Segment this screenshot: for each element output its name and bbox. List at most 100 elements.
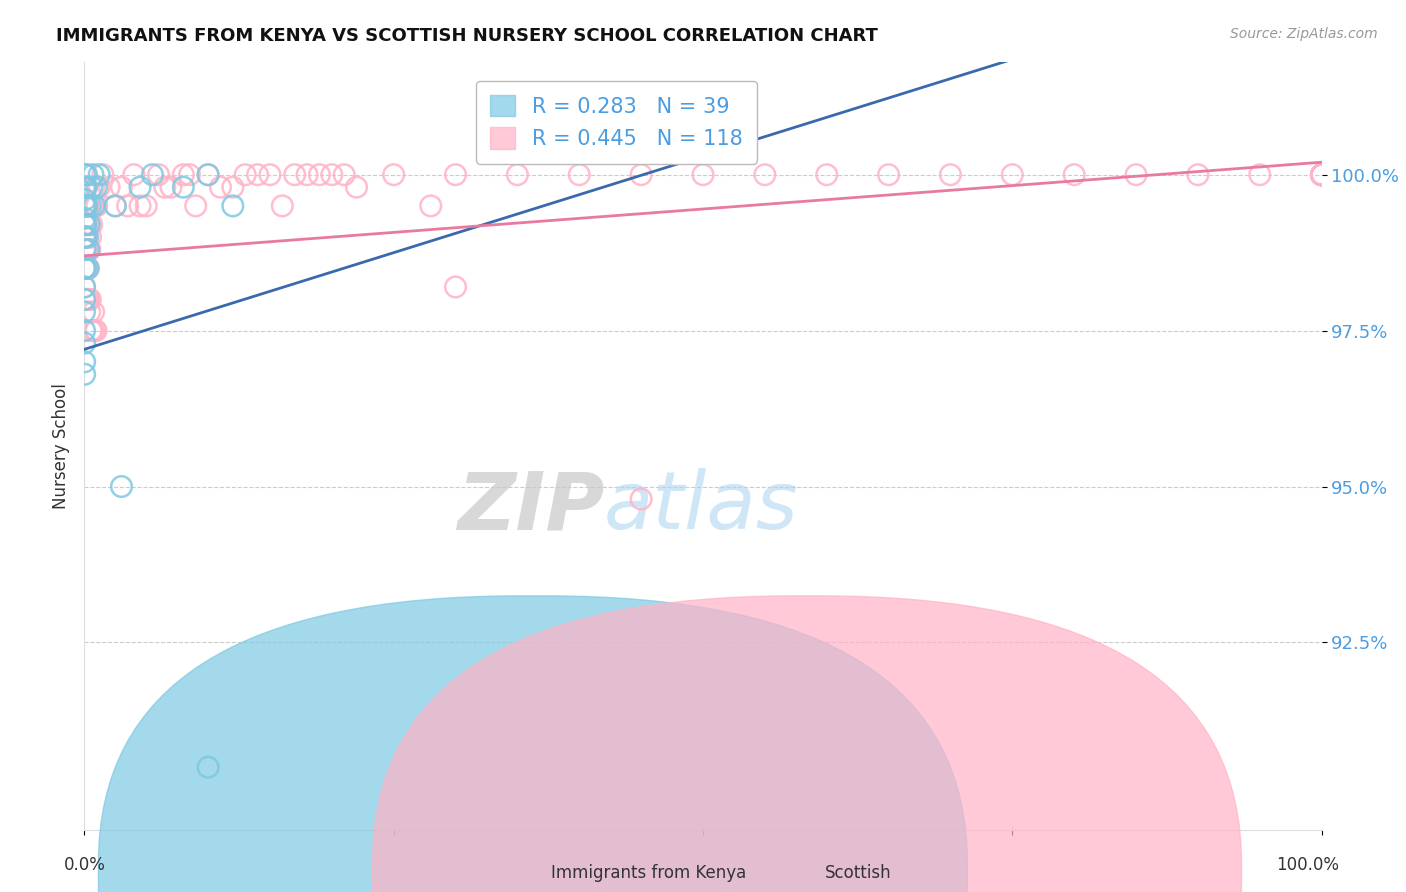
Point [73,261,96,276]
Point [89,168,111,182]
Point [73,261,96,276]
Point [73,324,96,338]
Point [73,243,96,257]
Point [148,168,170,182]
Point [630,168,652,182]
Point [222,199,245,213]
Point [75,293,97,307]
Point [184,199,207,213]
Point [1310,168,1333,182]
Point [73,368,96,382]
Point [75,243,97,257]
Point [222,180,245,194]
Point [73,199,96,213]
Point [75,261,97,276]
Point [1310,168,1333,182]
Point [295,168,318,182]
Point [82,199,104,213]
Point [75,261,97,276]
Point [382,168,405,182]
Text: 100.0%: 100.0% [1277,855,1339,873]
Legend: R = 0.283   N = 39, R = 0.445   N = 118: R = 0.283 N = 39, R = 0.445 N = 118 [475,80,758,163]
Point [80,180,103,194]
Point [172,180,194,194]
Point [172,168,194,182]
Point [73,261,96,276]
Text: Source: ZipAtlas.com: Source: ZipAtlas.com [1230,27,1378,41]
Point [815,168,838,182]
Point [76,199,98,213]
Point [117,199,139,213]
Point [939,168,962,182]
Y-axis label: Nursery School: Nursery School [52,383,70,509]
Point [1187,168,1209,182]
Point [76,180,98,194]
Point [75,199,97,213]
Point [75,261,97,276]
Point [89,180,111,194]
Point [73,199,96,213]
Point [76,261,98,276]
Point [73,293,96,307]
Point [76,199,98,213]
Point [91,168,114,182]
Point [179,168,201,182]
Point [754,168,776,182]
Point [75,199,97,213]
Point [197,168,219,182]
Point [86,180,108,194]
Point [73,305,96,319]
Point [77,218,100,232]
Point [153,180,176,194]
Point [73,211,96,226]
Point [129,180,152,194]
Point [75,218,97,232]
Point [630,491,652,506]
Text: Immigrants from Kenya: Immigrants from Kenya [551,864,747,882]
Point [1310,168,1333,182]
Point [79,293,101,307]
Point [82,324,104,338]
Point [76,230,98,244]
Point [197,760,219,774]
Point [79,199,101,213]
Point [321,168,343,182]
Point [129,199,152,213]
Point [75,199,97,213]
Point [73,336,96,351]
Point [84,324,107,338]
Point [80,218,103,232]
Point [73,280,96,294]
Point [83,199,105,213]
Point [284,168,307,182]
Point [79,305,101,319]
Point [75,193,97,207]
Point [86,199,108,213]
Point [75,199,97,213]
Point [444,280,467,294]
Point [73,180,96,194]
Point [76,218,98,232]
Point [1310,168,1333,182]
Point [83,324,105,338]
Point [77,199,100,213]
Point [76,293,98,307]
Point [506,168,529,182]
Point [209,180,232,194]
Point [1310,168,1333,182]
Point [79,218,101,232]
Point [75,218,97,232]
Point [73,230,96,244]
Point [75,243,97,257]
Point [76,230,98,244]
Point [73,293,96,307]
Point [419,199,441,213]
Point [1310,168,1333,182]
Point [77,243,100,257]
Point [1310,168,1333,182]
Text: atlas: atlas [605,468,799,547]
Point [110,479,132,493]
Text: Scottish: Scottish [825,864,891,882]
Point [110,180,132,194]
Point [1063,168,1085,182]
